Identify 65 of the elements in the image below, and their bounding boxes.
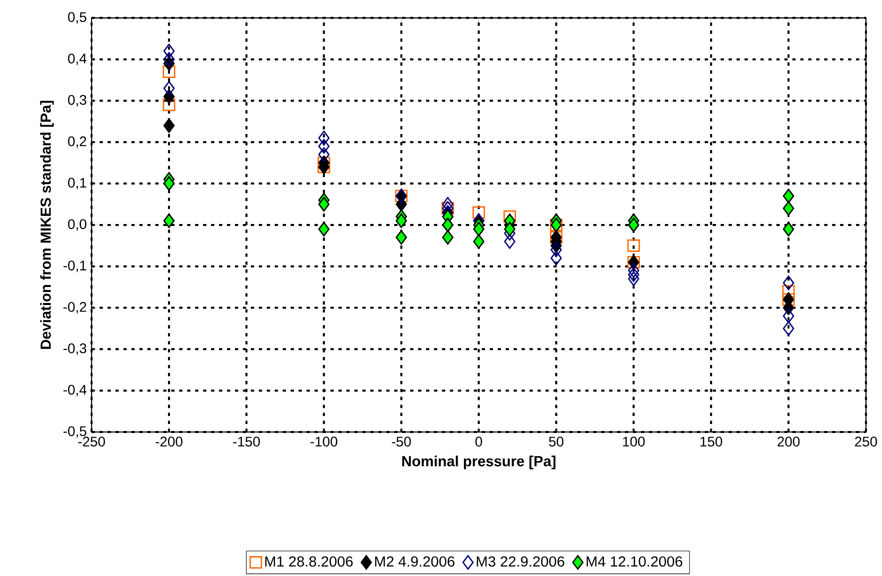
- y-tick-label: 0,0: [68, 219, 86, 231]
- point: [318, 130, 330, 146]
- point: [318, 147, 330, 162]
- y-tick-label: 0,5: [68, 12, 86, 24]
- point: [782, 188, 794, 204]
- legend-label: M1 28.8.2006: [265, 556, 353, 567]
- point: [628, 271, 640, 286]
- point: [473, 234, 484, 249]
- y-tick-label: 0,4: [68, 53, 86, 65]
- point: [504, 222, 516, 236]
- y-tick-label: -0,1: [64, 260, 86, 272]
- x-tick-label: 200: [778, 436, 800, 446]
- x-tick-label: -50: [392, 436, 411, 446]
- y-axis-title: Deviation from MIKES standard [Pa]: [40, 100, 54, 349]
- y-tick-label: 0,3: [68, 94, 86, 106]
- point: [782, 200, 794, 216]
- point: [628, 263, 640, 278]
- point: [782, 284, 795, 298]
- point: [396, 230, 407, 245]
- x-tick-label: 250: [855, 436, 878, 446]
- legend-label: M3 22.9.2006: [476, 556, 564, 567]
- point: [162, 65, 176, 78]
- point: [442, 218, 454, 232]
- point: [318, 222, 330, 236]
- point: [504, 234, 516, 249]
- point: [473, 222, 484, 236]
- point: [782, 275, 794, 290]
- point: [318, 138, 330, 154]
- point: [782, 321, 794, 336]
- point: [163, 176, 175, 191]
- legend-label: M2 4.9.2006: [375, 556, 454, 567]
- point: [782, 222, 794, 236]
- point: [628, 267, 640, 282]
- point: [163, 80, 175, 96]
- y-tick-label: -0,3: [64, 343, 86, 355]
- point: [472, 206, 486, 219]
- point: [162, 98, 176, 111]
- y-tick-label: -0,5: [64, 426, 86, 438]
- x-axis-title: Nominal pressure [Pa]: [402, 456, 556, 470]
- point: [782, 308, 794, 324]
- point: [396, 213, 407, 228]
- y-tick-label: -0,4: [64, 384, 86, 396]
- point: [627, 239, 640, 252]
- y-tick-label: 0,2: [68, 136, 86, 148]
- point: [504, 210, 516, 223]
- legend-label: M4 12.10.2006: [586, 556, 682, 567]
- point: [163, 118, 175, 133]
- y-tick-label: -0,2: [64, 302, 86, 314]
- point: [628, 218, 640, 232]
- x-tick-label: -200: [156, 436, 182, 446]
- x-tick-label: 0: [475, 436, 482, 446]
- point: [318, 196, 330, 212]
- x-tick-label: -150: [233, 436, 260, 446]
- y-tick-label: 0,1: [68, 178, 86, 190]
- x-tick-label: -100: [310, 436, 338, 446]
- x-tick-label: 100: [623, 436, 645, 446]
- x-tick-label: 50: [549, 436, 564, 446]
- x-tick-label: -250: [78, 436, 105, 446]
- x-tick-label: 150: [700, 436, 722, 446]
- point: [550, 242, 562, 257]
- point: [163, 52, 175, 66]
- point: [550, 250, 562, 266]
- point: [442, 230, 454, 245]
- point: [163, 213, 175, 228]
- point: [163, 44, 175, 58]
